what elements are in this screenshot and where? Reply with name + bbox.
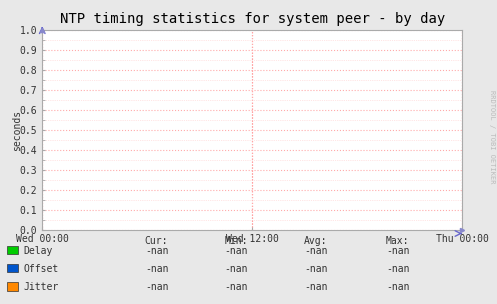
Text: Cur:: Cur: bbox=[145, 236, 168, 246]
Text: -nan: -nan bbox=[386, 264, 410, 274]
Text: -nan: -nan bbox=[145, 282, 168, 292]
Text: -nan: -nan bbox=[304, 282, 328, 292]
Text: Delay: Delay bbox=[23, 246, 53, 256]
Text: Max:: Max: bbox=[386, 236, 410, 246]
Y-axis label: seconds: seconds bbox=[12, 109, 22, 150]
Text: Min:: Min: bbox=[224, 236, 248, 246]
Text: -nan: -nan bbox=[224, 246, 248, 256]
Text: Avg:: Avg: bbox=[304, 236, 328, 246]
Text: -nan: -nan bbox=[304, 264, 328, 274]
Text: -nan: -nan bbox=[145, 264, 168, 274]
Text: -nan: -nan bbox=[145, 246, 168, 256]
Text: -nan: -nan bbox=[224, 264, 248, 274]
Text: -nan: -nan bbox=[224, 282, 248, 292]
Text: Offset: Offset bbox=[23, 264, 59, 274]
Text: Jitter: Jitter bbox=[23, 282, 59, 292]
Text: -nan: -nan bbox=[386, 246, 410, 256]
Text: -nan: -nan bbox=[386, 282, 410, 292]
Title: NTP timing statistics for system peer - by day: NTP timing statistics for system peer - … bbox=[60, 12, 445, 26]
Text: -nan: -nan bbox=[304, 246, 328, 256]
Text: RRDTOOL / TOBI OETIKER: RRDTOOL / TOBI OETIKER bbox=[489, 90, 495, 184]
